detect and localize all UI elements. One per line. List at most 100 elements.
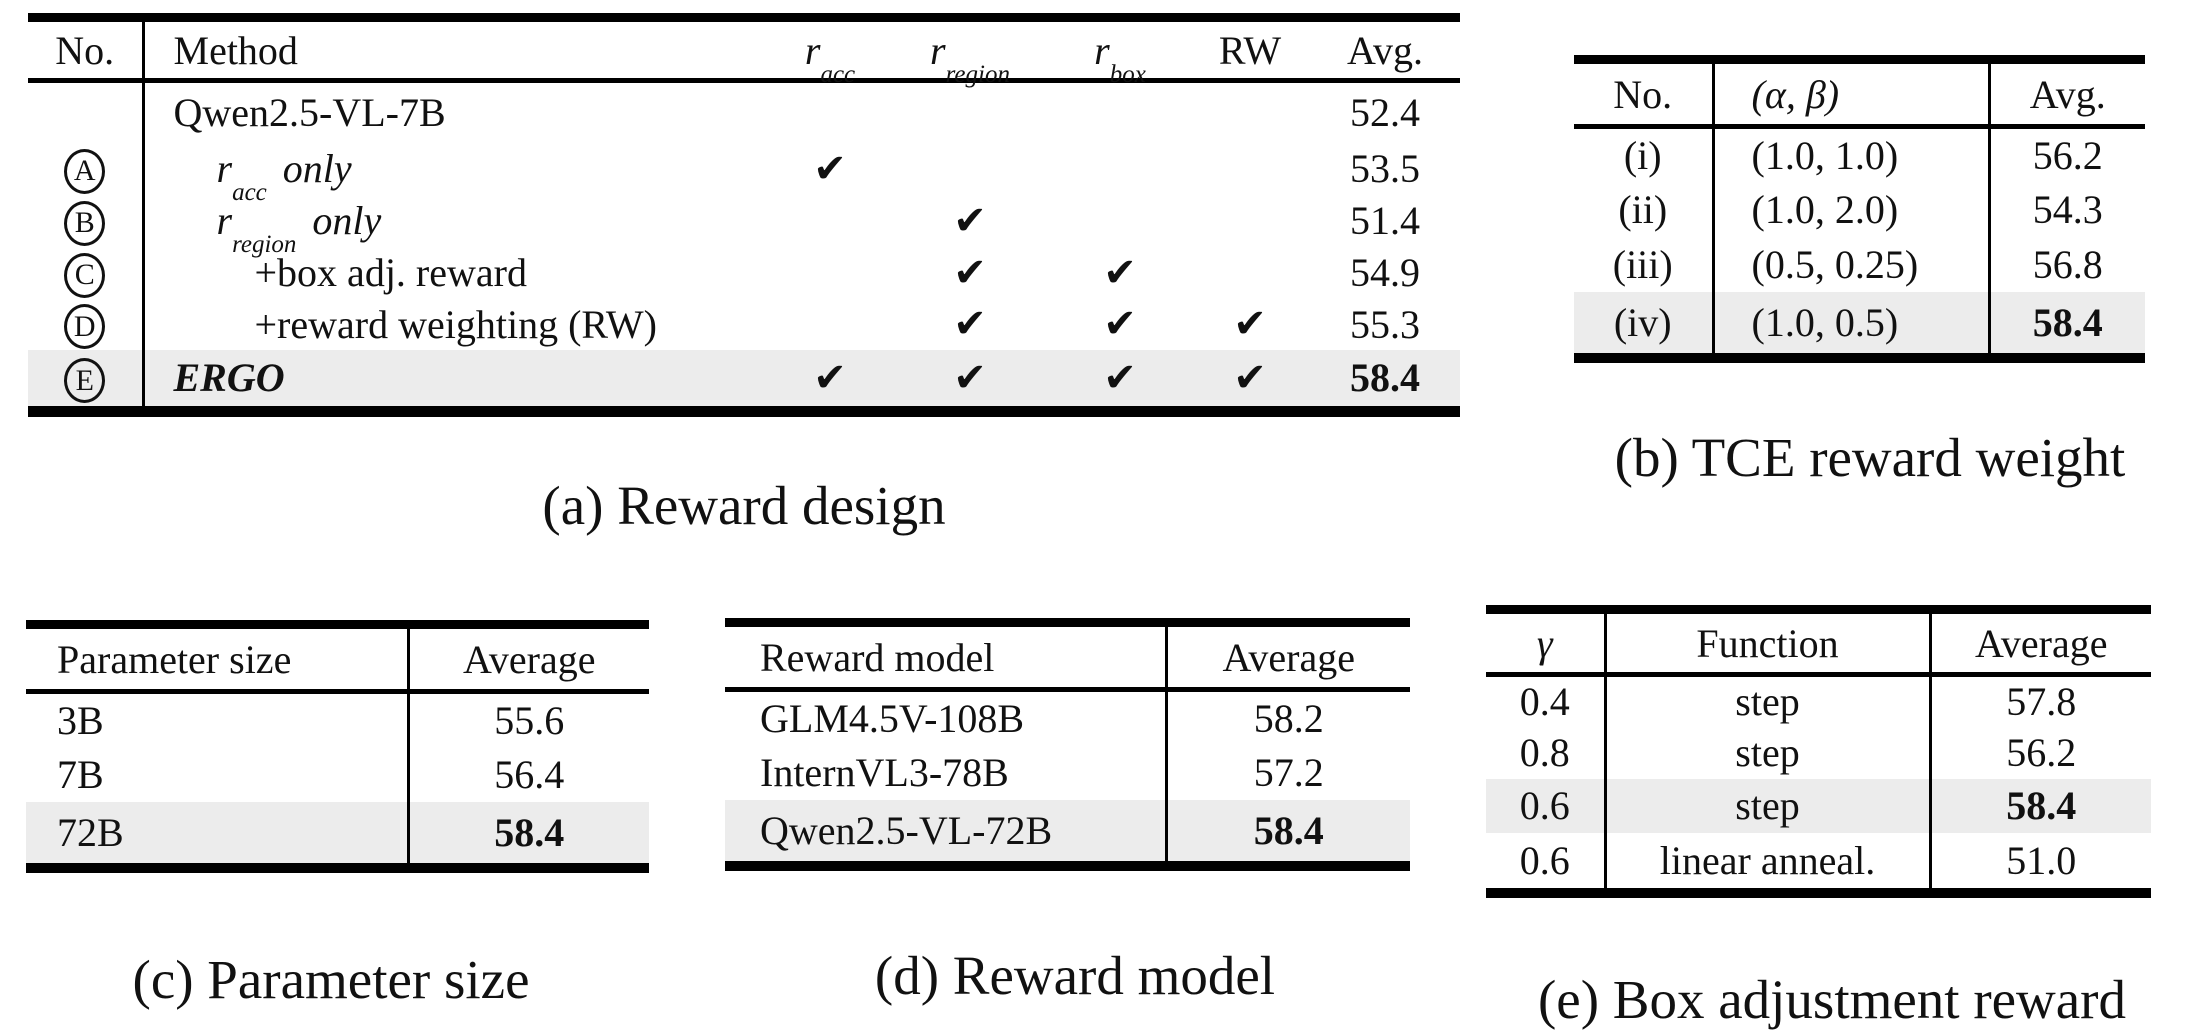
circled-letter-a: A <box>64 148 106 194</box>
circled-letter-b: B <box>64 200 106 246</box>
table-row-baseline: Qwen2.5-VL-7B 52.4 <box>28 80 1460 143</box>
avg-cell: 54.3 <box>2032 186 2103 232</box>
table-a-header-row: No. Method racc rregion rbox RW Avg. <box>28 17 1460 88</box>
table-row-ergo: E ERGO ✔ ✔ ✔ ✔ 58.4 <box>28 349 1460 412</box>
col-header-average: Average <box>1975 620 2108 666</box>
caption-a: (a) Reward design <box>542 475 946 536</box>
table-row-a: A racconly ✔ 53.5 <box>28 142 1460 205</box>
table-row-gamma-08: 0.8 step 56.2 <box>1486 726 2151 779</box>
rw-check-cell: ✔ <box>1233 301 1267 347</box>
alpha-beta-cell: (1.0, 1.0) <box>1713 126 1991 182</box>
r-acc-check-cell <box>770 195 890 247</box>
r-acc-check-cell: ✔ <box>813 145 847 192</box>
avg-cell: 54.9 <box>1350 250 1420 295</box>
r-box-check-cell: ✔ <box>1103 354 1137 401</box>
col-header-reward-model: Reward model <box>725 622 1168 690</box>
table-row-b: B rregiononly ✔ 51.4 <box>28 194 1460 257</box>
avg-cell: 58.2 <box>1253 695 1324 741</box>
model-cell: Qwen2.5-VL-72B <box>725 799 1168 866</box>
rw-check-cell <box>1190 195 1310 247</box>
caption-b: (b) TCE reward weight <box>1614 427 2126 488</box>
avg-cell: 57.2 <box>1253 749 1324 795</box>
row-id-cell: D <box>28 298 145 350</box>
avg-cell: 51.4 <box>1350 198 1420 243</box>
method-cell: +box adj. reward <box>254 250 527 295</box>
gamma-cell: 0.8 <box>1486 726 1607 779</box>
no-cell: (iv) <box>1574 291 1715 358</box>
avg-cell: 52.4 <box>1350 90 1420 136</box>
table-row-iii: (iii) (0.5, 0.25) 56.8 <box>1574 236 2145 292</box>
table-reward-design: No. Method racc rregion rbox RW Avg. Qwe… <box>28 13 1460 417</box>
table-row-i: (i) (1.0, 1.0) 56.2 <box>1574 126 2145 182</box>
function-cell: linear anneal. <box>1605 832 1932 893</box>
circled-letter-c: C <box>64 252 106 298</box>
alpha-beta-cell: (1.0, 0.5) <box>1713 291 1991 358</box>
col-header-alpha-beta: (α, β) <box>1713 59 1991 127</box>
no-cell: (i) <box>1574 126 1715 182</box>
param-cell: 7B <box>26 746 410 802</box>
r-acc-check-cell <box>770 299 890 350</box>
table-tce-reward-weight: No. (α, β) Avg. (i) (1.0, 1.0) 56.2 (ii)… <box>1574 55 2145 363</box>
r-region-check-cell: ✔ <box>953 354 987 401</box>
row-id-cell: E <box>28 349 145 412</box>
row-id-cell: C <box>28 246 145 299</box>
avg-cell: 57.8 <box>2006 679 2077 725</box>
rw-check-cell <box>1190 247 1310 299</box>
col-header-method: Method <box>173 27 298 73</box>
no-cell: (iii) <box>1574 236 1715 292</box>
table-reward-model: Reward model Average GLM4.5V-108B 58.2 I… <box>725 618 1410 871</box>
model-cell: InternVL3-78B <box>725 744 1168 800</box>
table-parameter-size: Parameter size Average 3B 55.6 7B 56.4 7… <box>26 620 649 873</box>
method-cell: +reward weighting (RW) <box>254 301 657 347</box>
avg-cell: 58.4 <box>494 809 565 855</box>
row-id-cell: B <box>28 194 145 247</box>
caption-d: (d) Reward model <box>874 945 1276 1006</box>
function-cell: step <box>1605 726 1932 779</box>
r-box-check-cell: ✔ <box>1103 249 1137 296</box>
avg-cell: 58.4 <box>1350 355 1420 401</box>
table-row-gamma-04: 0.4 step 57.8 <box>1486 674 2151 727</box>
function-cell: step <box>1605 674 1932 727</box>
gamma-cell: 0.6 <box>1486 832 1607 893</box>
col-header-average: Average <box>463 636 596 682</box>
table-row-c: C +box adj. reward ✔ ✔ 54.9 <box>28 246 1460 299</box>
param-cell: 72B <box>26 801 410 868</box>
col-header-r-region: rregion <box>930 27 1010 88</box>
param-cell: 3B <box>26 691 410 747</box>
r-region-check-cell: ✔ <box>953 301 987 347</box>
alpha-beta-cell: (0.5, 0.25) <box>1713 236 1991 292</box>
caption-e: (e) Box adjustment reward <box>1537 969 2127 1030</box>
r-region-check-cell: ✔ <box>953 249 987 296</box>
r-acc-check-cell: ✔ <box>813 354 847 401</box>
avg-cell: 56.2 <box>2032 132 2103 178</box>
rw-check-cell: ✔ <box>1233 354 1267 401</box>
table-row-ii: (ii) (1.0, 2.0) 54.3 <box>1574 181 2145 237</box>
avg-cell: 55.3 <box>1350 301 1420 347</box>
r-box-check-cell <box>1050 195 1190 247</box>
r-box-check-cell: ✔ <box>1103 301 1137 347</box>
gamma-cell: 0.4 <box>1486 674 1607 727</box>
caption-c: (c) Parameter size <box>132 949 530 1010</box>
circled-letter-e: E <box>64 358 106 403</box>
avg-cell: 58.4 <box>2032 299 2103 345</box>
table-row-3b: 3B 55.6 <box>26 691 649 747</box>
table-e-header-row: γ Function Average <box>1486 609 2151 675</box>
circled-letter-d: D <box>64 304 106 350</box>
rw-check-cell <box>1190 81 1310 143</box>
avg-cell: 56.8 <box>2032 241 2103 287</box>
col-header-avg: Avg. <box>2029 71 2106 117</box>
table-row-iv: (iv) (1.0, 0.5) 58.4 <box>1574 291 2145 358</box>
col-header-average: Average <box>1222 634 1356 680</box>
method-cell: Qwen2.5-VL-7B <box>173 90 446 136</box>
r-acc-check-cell <box>770 81 890 143</box>
function-cell: step <box>1605 778 1932 833</box>
col-header-no: No. <box>28 17 145 81</box>
row-id-cell <box>28 80 145 143</box>
empty-circle-slot <box>63 85 107 130</box>
row-id-cell: A <box>28 142 145 195</box>
avg-cell: 56.4 <box>494 751 565 797</box>
table-b-header-row: No. (α, β) Avg. <box>1574 59 2145 127</box>
col-header-rw: RW <box>1218 27 1282 73</box>
table-row-glm: GLM4.5V-108B 58.2 <box>725 689 1410 745</box>
table-d-header-row: Reward model Average <box>725 622 1410 690</box>
